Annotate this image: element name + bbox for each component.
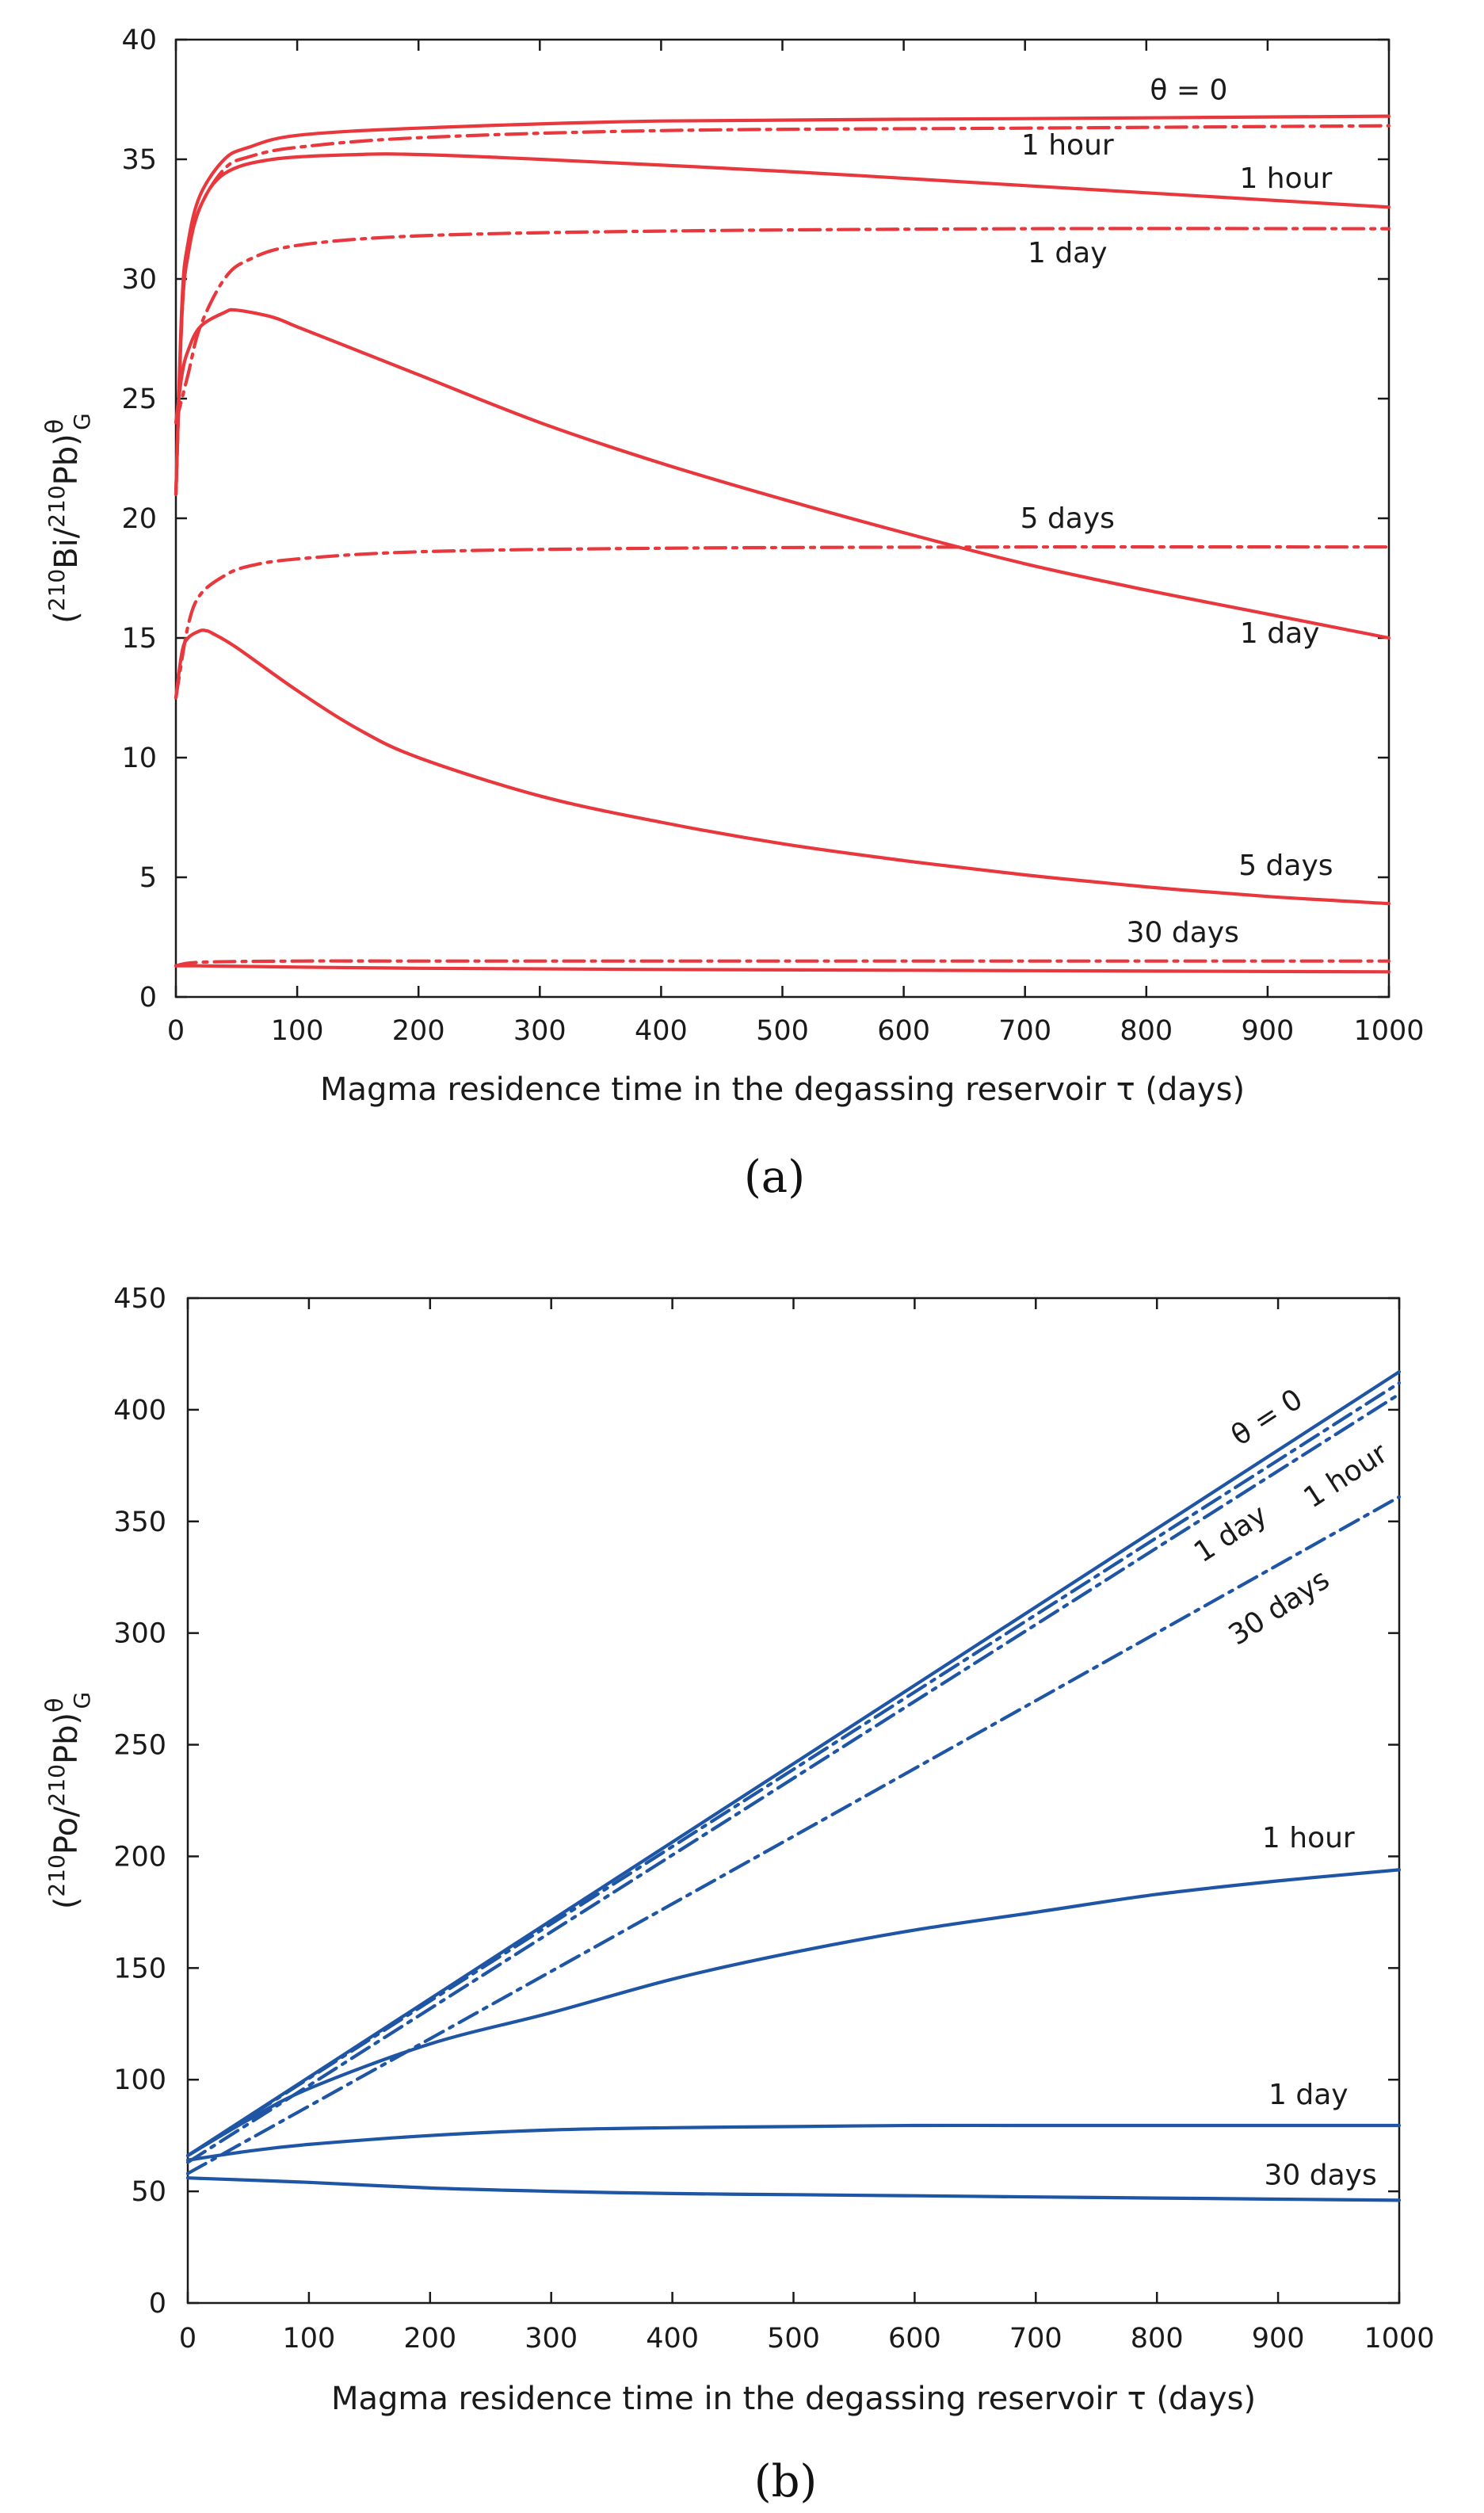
x-tick-label: 600 bbox=[888, 2323, 941, 2355]
series-line-solid-9 bbox=[174, 964, 1391, 974]
plot-frame bbox=[174, 38, 1391, 999]
y-tick-label: 350 bbox=[113, 1507, 166, 1538]
y-tick-label: 50 bbox=[131, 2176, 166, 2208]
series-annotation: θ = 0 bbox=[1226, 1383, 1309, 1453]
x-tick-label: 200 bbox=[392, 1015, 445, 1047]
series-annotation: 1 hour bbox=[1262, 1822, 1355, 1854]
x-tick-label: 800 bbox=[1131, 2323, 1184, 2355]
x-tick-label: 100 bbox=[271, 1015, 324, 1047]
y-tick-label: 300 bbox=[113, 1618, 166, 1650]
series-line-dashdot-6 bbox=[174, 545, 1391, 700]
y-tick-label: 250 bbox=[113, 1730, 166, 1762]
series-line-dashdot-3 bbox=[185, 1392, 1402, 2164]
y-tick-label: 200 bbox=[113, 1841, 166, 1873]
y-tick-label: 15 bbox=[121, 623, 157, 655]
x-tick-label: 0 bbox=[167, 1015, 185, 1047]
series-annotation: 1 day bbox=[1240, 617, 1320, 650]
x-tick-label: 900 bbox=[1252, 2323, 1305, 2355]
series-line-dashdot-4 bbox=[185, 1495, 1402, 2175]
y-tick-label: 10 bbox=[121, 743, 157, 774]
series-annotation: 5 days bbox=[1020, 502, 1115, 535]
panel-caption: (a) bbox=[744, 1151, 805, 1203]
x-tick-label: 0 bbox=[179, 2323, 196, 2355]
series-line-solid-3 bbox=[174, 152, 1391, 496]
series-line-solid-6 bbox=[185, 2123, 1402, 2162]
y-tick-label: 40 bbox=[121, 25, 157, 56]
y-tick-label: 400 bbox=[113, 1395, 166, 1426]
x-tick-label: 500 bbox=[767, 2323, 820, 2355]
x-tick-label: 1000 bbox=[1364, 2323, 1434, 2355]
x-tick-label: 700 bbox=[1009, 2323, 1062, 2355]
x-tick-label: 400 bbox=[635, 1015, 688, 1047]
series-line-solid-5 bbox=[174, 307, 1391, 640]
series-line-dashdot-8 bbox=[174, 959, 1391, 968]
series-annotation: 1 day bbox=[1028, 237, 1108, 269]
y-tick-label: 20 bbox=[121, 503, 157, 535]
y-axis-title: (210Bi/210Pb)θG bbox=[41, 413, 95, 624]
series-annotation: θ = 0 bbox=[1150, 74, 1227, 107]
x-tick-label: 700 bbox=[998, 1015, 1051, 1047]
panel-caption: (b) bbox=[754, 2456, 818, 2507]
y-tick-label: 35 bbox=[121, 144, 157, 176]
series-line-solid-1 bbox=[174, 114, 1391, 496]
plot-frame bbox=[186, 1297, 1401, 2305]
y-tick-label: 100 bbox=[113, 2064, 166, 2096]
y-tick-label: 450 bbox=[113, 1283, 166, 1315]
panel-a-chart: 0 100 200 300 400 500 600 700 800 900 1000 0 5 10 15 20… bbox=[41, 25, 1425, 1203]
x-tick-label: 200 bbox=[403, 2323, 456, 2355]
series-line-dashdot-2 bbox=[185, 1381, 1402, 2158]
series-line-dashdot-4 bbox=[174, 227, 1391, 425]
series-annotation: 1 hour bbox=[1239, 162, 1332, 195]
series-annotation: 30 days bbox=[1223, 1564, 1336, 1652]
series-annotation: 1 day bbox=[1268, 2079, 1349, 2111]
x-axis-title: Magma residence time in the degassing re… bbox=[320, 1071, 1245, 1108]
y-axis-title: (210Po/210Pb)θG bbox=[41, 1692, 95, 1909]
y-tick-label: 0 bbox=[139, 982, 157, 1014]
series-line-dashdot-2 bbox=[174, 124, 1391, 496]
x-tick-label: 400 bbox=[646, 2323, 699, 2355]
x-tick-label: 300 bbox=[513, 1015, 567, 1047]
series-line-solid-7 bbox=[174, 628, 1391, 906]
x-tick-label: 800 bbox=[1120, 1015, 1173, 1047]
x-tick-label: 1000 bbox=[1353, 1015, 1424, 1047]
x-tick-label: 100 bbox=[282, 2323, 335, 2355]
series-annotation: 1 hour bbox=[1021, 129, 1114, 162]
series-annotation: 1 day bbox=[1188, 1499, 1273, 1569]
x-tick-label: 500 bbox=[756, 1015, 809, 1047]
y-tick-label: 25 bbox=[121, 384, 157, 415]
x-tick-label: 600 bbox=[877, 1015, 930, 1047]
series-line-solid-1 bbox=[185, 1369, 1402, 2158]
x-tick-label: 300 bbox=[525, 2323, 578, 2355]
series-annotation: 30 days bbox=[1127, 917, 1239, 949]
series-line-solid-7 bbox=[185, 2176, 1402, 2202]
x-tick-label: 900 bbox=[1241, 1015, 1294, 1047]
series-line-solid-5 bbox=[185, 1868, 1402, 2158]
panel-b-chart: 0 100 200 300 400 500 600 700 800 900 1000 0 50 100 15… bbox=[41, 1283, 1435, 2507]
y-tick-label: 30 bbox=[121, 264, 157, 296]
y-tick-label: 0 bbox=[149, 2288, 166, 2320]
y-tick-label: 5 bbox=[139, 862, 157, 894]
series-annotation: 5 days bbox=[1238, 850, 1333, 882]
x-axis-title: Magma residence time in the degassing re… bbox=[331, 2381, 1256, 2417]
y-tick-label: 150 bbox=[113, 1953, 166, 1984]
series-annotation: 30 days bbox=[1264, 2160, 1376, 2192]
